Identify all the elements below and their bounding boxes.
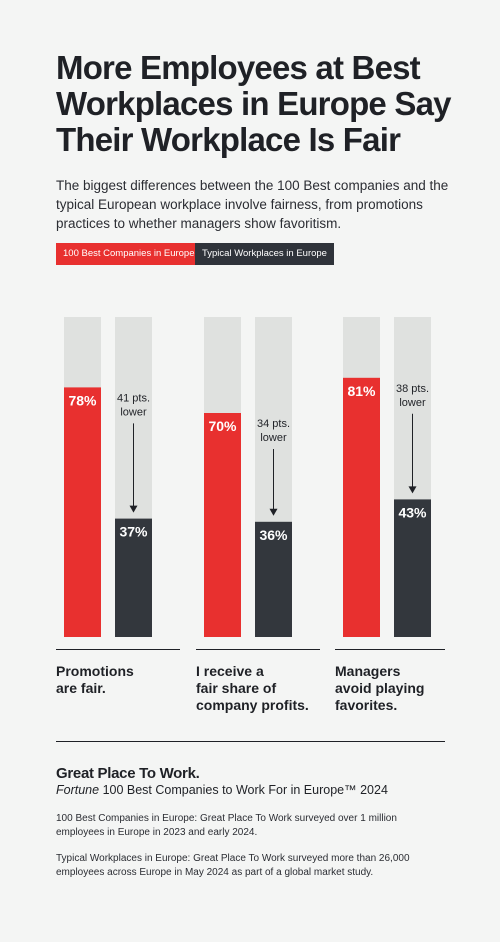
category-label-line: Managers bbox=[335, 663, 401, 679]
methodology-note-typical: Typical Workplaces in Europe: Great Plac… bbox=[56, 853, 410, 878]
list-title: Fortune 100 Best Companies to Work For i… bbox=[56, 783, 388, 797]
methodology-note-best: 100 Best Companies in Europe: Great Plac… bbox=[56, 813, 397, 838]
legend-best: 100 Best Companies in Europe bbox=[56, 243, 202, 265]
difference-annotation: 34 pts. bbox=[257, 418, 290, 430]
category-rule-1 bbox=[56, 649, 180, 650]
difference-annotation: lower bbox=[120, 406, 147, 418]
category-label-line: fair share of bbox=[196, 680, 277, 696]
category-label-line: company profits. bbox=[196, 697, 309, 713]
category-label-line: favorites. bbox=[335, 697, 398, 713]
brand-logo: Great Place To Work. bbox=[56, 765, 200, 782]
category-label-profits: I receive a fair share of company profit… bbox=[196, 663, 326, 714]
page-title: More Employees at Best Workplaces in Eur… bbox=[56, 49, 451, 158]
legend-typical: Typical Workplaces in Europe bbox=[195, 243, 334, 265]
bar-value-label: 36% bbox=[259, 527, 288, 543]
category-rule-3 bbox=[335, 649, 445, 650]
bar-typical bbox=[394, 499, 431, 637]
difference-annotation: lower bbox=[260, 432, 287, 444]
list-title-italic: Fortune bbox=[56, 783, 100, 797]
bar-value-label: 78% bbox=[68, 392, 97, 408]
bar-chart: 78% 37% 41 pts. lower 70% 36% 34 pts. lower 81% 4… bbox=[64, 317, 431, 637]
category-label-line: Promotions bbox=[56, 663, 134, 679]
subtitle: The biggest differences between the 100 … bbox=[56, 178, 449, 231]
bar-value-label: 70% bbox=[208, 418, 237, 434]
arrow-head bbox=[269, 508, 278, 516]
bar-typical bbox=[115, 518, 152, 637]
arrow-head bbox=[129, 505, 138, 513]
bar-best bbox=[204, 413, 241, 637]
bar-best bbox=[343, 377, 380, 637]
bar-value-label: 81% bbox=[347, 383, 376, 399]
bar-value-label: 43% bbox=[398, 504, 427, 520]
bar-typical bbox=[255, 521, 292, 637]
category-rule-2 bbox=[196, 649, 320, 650]
category-label-line: are fair. bbox=[56, 680, 106, 696]
difference-annotation: 41 pts. bbox=[117, 392, 150, 404]
list-title-rest: 100 Best Companies to Work For in Europe… bbox=[99, 783, 388, 797]
category-label-promotions: Promotions are fair. bbox=[56, 663, 186, 697]
category-label-favorites: Managers avoid playing favorites. bbox=[335, 663, 465, 714]
footer-divider bbox=[56, 741, 445, 742]
bar-best bbox=[64, 387, 101, 637]
category-label-line: avoid playing bbox=[335, 680, 425, 696]
arrow-head bbox=[408, 486, 417, 494]
difference-annotation: 38 pts. bbox=[396, 383, 429, 395]
difference-annotation: lower bbox=[399, 397, 426, 409]
category-label-line: I receive a bbox=[196, 663, 264, 679]
bar-value-label: 37% bbox=[119, 524, 148, 540]
